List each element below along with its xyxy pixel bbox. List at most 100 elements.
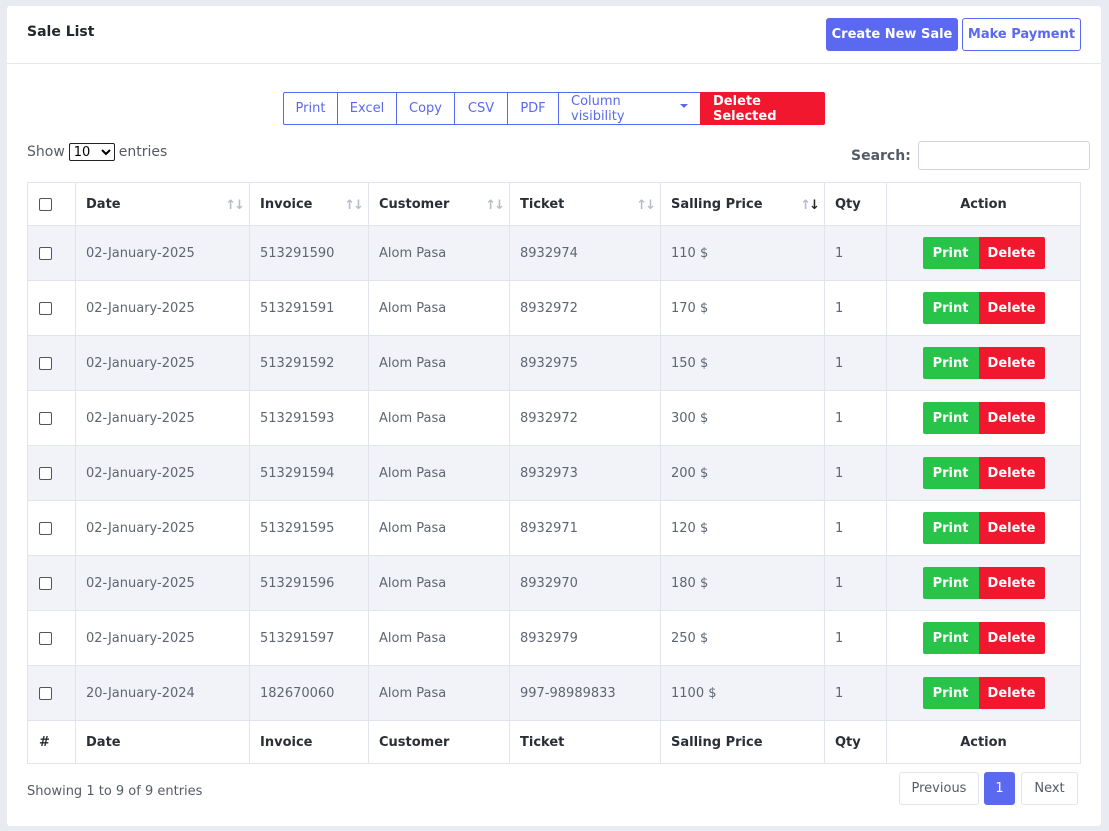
row-select-cell (27, 390, 76, 446)
export-copy-button[interactable]: Copy (396, 92, 455, 125)
cell-invoice: 513291593 (249, 390, 369, 446)
row-select-cell (27, 335, 76, 391)
row-print-button[interactable]: Print (922, 567, 979, 599)
export-csv-button[interactable]: CSV (454, 92, 508, 125)
sort-icon: ↑↓ (225, 198, 245, 213)
select-all-cell (27, 182, 76, 226)
export-print-button[interactable]: Print (283, 92, 338, 125)
col-qty: Qty (824, 182, 887, 226)
cell-price: 200 $ (660, 445, 825, 501)
cell-date: 02-January-2025 (75, 500, 250, 556)
col-ticket-label: Ticket (520, 196, 565, 212)
cell-customer: Alom Pasa (368, 280, 510, 336)
search-input[interactable] (917, 141, 1090, 170)
cell-price: 170 $ (660, 280, 825, 336)
cell-ticket: 8932979 (509, 610, 661, 666)
select-all-checkbox[interactable] (39, 197, 52, 211)
row-delete-button[interactable]: Delete (978, 567, 1045, 599)
row-delete-button[interactable]: Delete (978, 292, 1045, 324)
cell-customer: Alom Pasa (368, 445, 510, 501)
row-checkbox[interactable] (39, 411, 52, 425)
col-customer-label: Customer (379, 196, 450, 212)
export-pdf-button[interactable]: PDF (507, 92, 559, 125)
delete-selected-button[interactable]: Delete Selected (700, 92, 825, 125)
row-delete-button[interactable]: Delete (978, 237, 1045, 269)
row-delete-button[interactable]: Delete (978, 622, 1045, 654)
table-footer-row: # Date Invoice Customer Ticket Salling P… (27, 720, 1081, 764)
footer-hash: # (27, 720, 76, 764)
footer-customer: Customer (368, 720, 510, 764)
cell-qty: 1 (824, 610, 887, 666)
cell-qty: 1 (824, 665, 887, 721)
cell-action: Print Delete (886, 390, 1081, 446)
page-1-button[interactable]: 1 (984, 772, 1015, 805)
next-page-button[interactable]: Next (1021, 772, 1078, 805)
export-excel-button[interactable]: Excel (337, 92, 397, 125)
col-action-label: Action (960, 196, 1007, 212)
cell-price: 110 $ (660, 225, 825, 281)
table-header-row: Date ↑↓ Invoice ↑↓ Customer ↑↓ Ticket ↑↓ Sal… (27, 182, 1081, 226)
sort-icon: ↑↓ (344, 198, 364, 213)
footer-ticket: Ticket (509, 720, 661, 764)
make-payment-button[interactable]: Make Payment (962, 18, 1081, 51)
column-visibility-button[interactable]: Column visibility (558, 92, 701, 125)
cell-invoice: 513291596 (249, 555, 369, 611)
col-price-label: Salling Price (671, 196, 763, 212)
row-delete-button[interactable]: Delete (978, 402, 1045, 434)
row-checkbox[interactable] (39, 631, 52, 645)
row-print-button[interactable]: Print (922, 402, 979, 434)
sort-desc-icon: ↑↓ (800, 198, 820, 213)
cell-ticket: 8932973 (509, 445, 661, 501)
cell-ticket: 8932970 (509, 555, 661, 611)
cell-price: 300 $ (660, 390, 825, 446)
cell-invoice: 513291595 (249, 500, 369, 556)
row-checkbox[interactable] (39, 466, 52, 480)
sales-table: Date ↑↓ Invoice ↑↓ Customer ↑↓ Ticket ↑↓ Sal… (27, 182, 1081, 764)
col-ticket[interactable]: Ticket ↑↓ (509, 182, 661, 226)
table-row: 20-January-2024 182670060 Alom Pasa 997-989… (27, 665, 1081, 721)
cell-qty: 1 (824, 280, 887, 336)
footer-date: Date (75, 720, 250, 764)
row-delete-button[interactable]: Delete (978, 512, 1045, 544)
row-print-button[interactable]: Print (922, 512, 979, 544)
row-checkbox[interactable] (39, 576, 52, 590)
row-delete-button[interactable]: Delete (978, 457, 1045, 489)
search-label: Search: (851, 147, 911, 164)
col-price[interactable]: Salling Price ↑↓ (660, 182, 825, 226)
cell-customer: Alom Pasa (368, 225, 510, 281)
row-delete-button[interactable]: Delete (978, 347, 1045, 379)
row-checkbox[interactable] (39, 301, 52, 315)
row-print-button[interactable]: Print (922, 622, 979, 654)
sort-icon: ↑↓ (636, 198, 656, 213)
cell-customer: Alom Pasa (368, 665, 510, 721)
previous-page-button[interactable]: Previous (899, 772, 979, 805)
cell-qty: 1 (824, 335, 887, 391)
cell-customer: Alom Pasa (368, 555, 510, 611)
row-delete-button[interactable]: Delete (978, 677, 1045, 709)
col-invoice[interactable]: Invoice ↑↓ (249, 182, 369, 226)
row-print-button[interactable]: Print (922, 457, 979, 489)
row-checkbox[interactable] (39, 246, 52, 260)
cell-invoice: 513291594 (249, 445, 369, 501)
sale-list-card: Sale List Create New Sale Make Payment P… (7, 6, 1101, 826)
row-print-button[interactable]: Print (922, 347, 979, 379)
row-select-cell (27, 610, 76, 666)
row-print-button[interactable]: Print (922, 677, 979, 709)
row-print-button[interactable]: Print (922, 237, 979, 269)
cell-invoice: 513291591 (249, 280, 369, 336)
cell-action: Print Delete (886, 555, 1081, 611)
cell-customer: Alom Pasa (368, 610, 510, 666)
row-checkbox[interactable] (39, 521, 52, 535)
entries-select[interactable]: 10 (68, 143, 115, 161)
row-print-button[interactable]: Print (922, 292, 979, 324)
row-checkbox[interactable] (39, 356, 52, 370)
cell-customer: Alom Pasa (368, 390, 510, 446)
create-new-sale-button[interactable]: Create New Sale (826, 18, 958, 51)
col-invoice-label: Invoice (260, 196, 313, 212)
col-date[interactable]: Date ↑↓ (75, 182, 250, 226)
col-customer[interactable]: Customer ↑↓ (368, 182, 510, 226)
row-checkbox[interactable] (39, 686, 52, 700)
col-date-label: Date (86, 196, 121, 212)
table-row: 02-January-2025 513291592 Alom Pasa 8932975… (27, 335, 1081, 391)
table-row: 02-January-2025 513291596 Alom Pasa 8932970… (27, 555, 1081, 611)
